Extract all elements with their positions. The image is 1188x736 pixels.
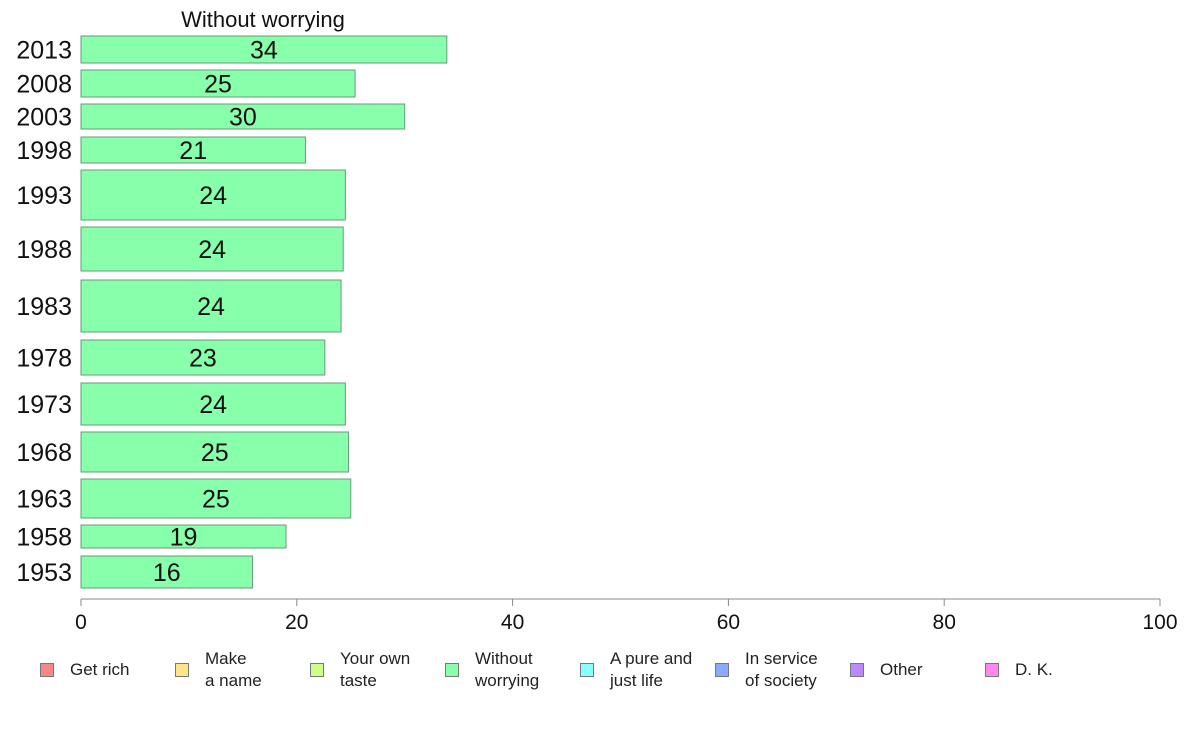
legend-item: Your own taste	[310, 648, 445, 692]
category-label-1963: 1963	[16, 486, 72, 514]
legend-label: Make a name	[205, 649, 262, 690]
category-label-1953: 1953	[16, 559, 72, 587]
legend-label: Get rich	[70, 660, 130, 679]
legend-item: Without worrying	[445, 648, 580, 692]
bar-2013	[80, 35, 448, 64]
legend-item: Get rich	[40, 659, 175, 681]
data-label-1983: 24	[197, 293, 225, 321]
legend-item: Other	[850, 659, 985, 681]
legend-label: Without worrying	[475, 649, 540, 690]
x-tick-label-20: 20	[285, 611, 308, 634]
category-label-1978: 1978	[16, 345, 72, 373]
legend-swatch	[985, 663, 999, 677]
legend-swatch	[580, 663, 594, 677]
x-tick-label-60: 60	[717, 611, 740, 634]
legend-item: Make a name	[175, 648, 310, 692]
bar-1968	[80, 431, 350, 473]
chart-title: Without worrying	[181, 7, 345, 32]
data-label-2013: 34	[250, 37, 278, 65]
legend-label: In service of society	[745, 649, 818, 690]
data-label-1953: 16	[153, 559, 181, 587]
legend-item: A pure and just life	[580, 648, 715, 692]
bar-chart: Without worrying 2013 34 2008 25 2003 30 1998 2…	[16, 7, 1177, 634]
category-label-2003: 2003	[16, 104, 72, 132]
category-label-1998: 1998	[16, 137, 72, 165]
legend-item: In service of society	[715, 648, 850, 692]
category-label-1983: 1983	[16, 293, 72, 321]
data-label-1958: 19	[170, 524, 198, 552]
bar-1973	[80, 382, 346, 426]
x-tick-label-0: 0	[75, 611, 87, 634]
category-label-1993: 1993	[16, 182, 72, 210]
data-label-1978: 23	[189, 345, 217, 373]
bar-1978	[80, 339, 326, 376]
legend-swatch	[850, 663, 864, 677]
bar-1963	[80, 478, 352, 519]
bar-2003	[80, 103, 406, 130]
category-label-2013: 2013	[16, 37, 72, 65]
legend-swatch	[310, 663, 324, 677]
legend: Get rich Make a name Your own taste Without…	[40, 648, 1120, 692]
x-tick-label-100: 100	[1142, 611, 1177, 634]
category-label-1973: 1973	[16, 391, 72, 419]
x-tick-label-40: 40	[501, 611, 524, 634]
legend-label: D. K.	[1015, 660, 1053, 679]
bar-1993	[80, 169, 346, 221]
bar-2008	[80, 69, 356, 98]
data-label-1988: 24	[198, 236, 226, 264]
data-label-2008: 25	[204, 71, 232, 99]
category-label-2008: 2008	[16, 71, 72, 99]
x-tick-label-80: 80	[933, 611, 956, 634]
data-label-1973: 24	[199, 391, 227, 419]
bar-1983	[80, 279, 342, 333]
bar-1958	[80, 524, 287, 549]
legend-swatch	[40, 663, 54, 677]
legend-label: Your own taste	[340, 649, 411, 690]
data-label-1963: 25	[202, 486, 230, 514]
category-label-1988: 1988	[16, 236, 72, 264]
legend-swatch	[715, 663, 729, 677]
data-label-1993: 24	[199, 182, 227, 210]
bar-1998	[80, 136, 306, 164]
bar-1953	[80, 555, 254, 589]
legend-swatch	[175, 663, 189, 677]
legend-swatch	[445, 663, 459, 677]
category-label-1968: 1968	[16, 439, 72, 467]
legend-item: D. K.	[985, 659, 1120, 681]
category-label-1958: 1958	[16, 524, 72, 552]
legend-label: Other	[880, 660, 923, 679]
legend-label: A pure and just life	[610, 649, 693, 690]
data-label-1968: 25	[201, 439, 229, 467]
bar-1988	[80, 226, 344, 272]
data-label-2003: 30	[229, 104, 257, 132]
data-label-1998: 21	[179, 137, 207, 165]
